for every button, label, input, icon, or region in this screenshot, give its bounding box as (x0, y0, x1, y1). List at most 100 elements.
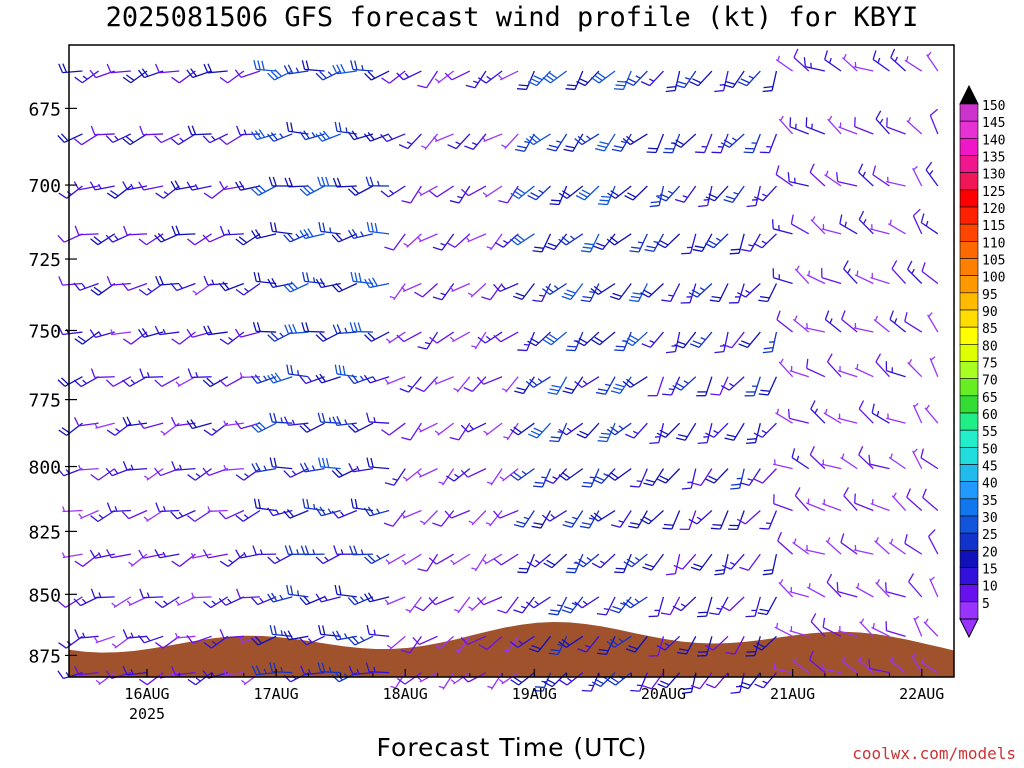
wind-barb-flag (629, 334, 639, 341)
wind-barb-flag (235, 549, 241, 559)
wind-barb-half-flag (924, 618, 929, 624)
wind-barb-half-flag (440, 292, 446, 296)
wind-barb-flag (89, 329, 96, 338)
wind-barb-staff (620, 133, 632, 152)
colorbar-swatch (959, 275, 979, 294)
wind-barb-flag (551, 384, 561, 388)
wind-barb-flag (575, 194, 585, 201)
wind-barb-half-flag (373, 417, 376, 423)
wind-barb-half-flag (582, 600, 588, 606)
wind-barb-flag (843, 487, 850, 496)
wind-barb-flag (305, 60, 310, 70)
wind-barb-flag (303, 186, 311, 194)
wind-barb-flag (268, 176, 273, 187)
wind-barb-flag (290, 365, 294, 375)
wind-barb-half-flag (501, 144, 507, 148)
wind-barb-staff (669, 596, 681, 615)
wind-barb-flag (640, 81, 651, 87)
wind-barb-staff (639, 672, 648, 692)
colorbar-swatch (959, 584, 979, 603)
wind-barb-staff (410, 185, 422, 204)
wind-barb-flag (122, 416, 128, 427)
wind-barb-staff (774, 626, 793, 637)
wind-barb-flag (174, 180, 181, 190)
wind-barb-flag (739, 684, 749, 690)
wind-barb-staff (805, 327, 826, 333)
colorbar-label: 35 (982, 494, 998, 509)
wind-barb-flag (581, 485, 592, 488)
wind-barb-half-flag (843, 53, 847, 60)
wind-barb-half-flag (566, 427, 572, 432)
wind-barb-staff (718, 596, 729, 615)
wind-barb-flag (257, 499, 261, 509)
wind-barb-flag (364, 556, 372, 564)
colorbar-swatch (959, 412, 979, 431)
wind-barb-staff (239, 133, 261, 136)
wind-barb-staff (288, 185, 309, 188)
wind-barb-half-flag (825, 170, 829, 176)
wind-barb-staff (404, 672, 422, 685)
wind-barb-flag (642, 566, 652, 571)
wind-barb-half-flag (130, 632, 134, 638)
y-tick-label: 875 (28, 646, 61, 667)
colorbar-label: 135 (982, 151, 1005, 166)
colorbar-swatch (959, 481, 979, 500)
wind-barb-half-flag (913, 165, 918, 171)
wind-barb-half-flag (534, 600, 540, 606)
wind-barb-flag (203, 601, 212, 609)
wind-barb-staff (822, 626, 842, 637)
wind-barb-flag (255, 665, 261, 675)
wind-barb-flag (155, 502, 160, 512)
wind-barb-flag (335, 282, 343, 291)
wind-barb-staff (127, 671, 148, 676)
wind-barb-half-flag (223, 669, 227, 676)
wind-barb-staff (467, 422, 487, 433)
wind-barb-flag (531, 644, 541, 650)
wind-barb-flag (561, 471, 571, 479)
wind-barb-staff (540, 510, 552, 529)
wind-barb-flag (809, 163, 815, 173)
wind-barb-staff (789, 181, 809, 187)
wind-barb-staff (82, 331, 99, 345)
wind-barb-staff (873, 318, 890, 333)
colorbar-label: 10 (982, 580, 998, 595)
wind-barb-staff (886, 591, 906, 598)
wind-barb-flag (627, 192, 637, 198)
wind-barb-flag (202, 467, 210, 476)
wind-barb-flag (529, 378, 538, 386)
wind-barb-flag (305, 272, 310, 282)
wind-barb-flag (629, 250, 639, 253)
wind-barb-flag (640, 518, 649, 525)
wind-barb-half-flag (402, 476, 408, 481)
wind-barb-half-flag (485, 522, 492, 526)
wind-barb-staff (387, 553, 406, 565)
wind-barb-flag (105, 467, 113, 477)
wind-barb-staff (471, 510, 487, 526)
wind-barb-flag (710, 527, 721, 530)
wind-barb-flag (697, 441, 708, 445)
wind-barb-half-flag (407, 384, 413, 389)
wind-barb-staff (854, 502, 874, 512)
wind-barb-staff (843, 495, 858, 511)
colorbar-label: 150 (982, 99, 1005, 114)
wind-barb-staff (762, 185, 777, 202)
wind-barb-staff (110, 331, 131, 336)
wind-barb-flag (759, 527, 769, 530)
wind-barb-flag (267, 556, 276, 564)
wind-barb-flag (533, 522, 543, 526)
wind-barb-staff (680, 596, 697, 612)
wind-barb-half-flag (81, 283, 86, 289)
wind-barb-flag (154, 600, 163, 609)
wind-barb-staff (209, 133, 228, 144)
wind-barb-flag (543, 681, 553, 688)
wind-barb-half-flag (97, 552, 102, 558)
wind-barb-flag (332, 416, 338, 426)
wind-barb-flag (350, 60, 354, 70)
wind-barb-flag (154, 467, 162, 476)
wind-barb-half-flag (323, 595, 328, 601)
wind-barb-flag (74, 76, 83, 84)
wind-barb-half-flag (384, 378, 390, 384)
wind-barb-half-flag (588, 684, 594, 687)
wind-barb-flag (615, 345, 626, 348)
wind-barb-flag (154, 135, 162, 144)
